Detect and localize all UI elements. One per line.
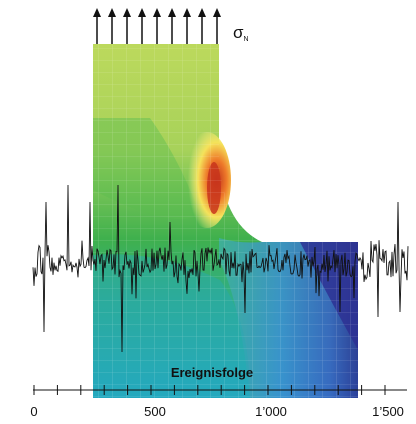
up-arrow-icon xyxy=(138,8,146,44)
up-arrow-icon xyxy=(123,8,131,44)
up-arrow-icon xyxy=(153,8,161,44)
event-trace xyxy=(32,184,409,353)
x-axis: 0 500 1’000 1’500 xyxy=(30,385,407,419)
up-arrow-icon xyxy=(108,8,116,44)
tick-label-1000: 1’000 xyxy=(255,404,287,419)
tick-label-500: 500 xyxy=(144,404,166,419)
mesh-grid xyxy=(93,44,358,398)
stress-label: σN xyxy=(233,23,249,43)
axis-minor-ticks xyxy=(33,385,386,395)
up-arrow-icon xyxy=(183,8,191,44)
tick-label-1500: 1’500 xyxy=(372,404,404,419)
up-arrow-icon xyxy=(93,8,101,44)
fe-model xyxy=(93,44,358,398)
stress-subscript: N xyxy=(244,36,249,43)
load-arrows xyxy=(93,8,221,44)
sequence-label: Ereignisfolge xyxy=(171,365,253,380)
up-arrow-icon xyxy=(168,8,176,44)
tick-label-0: 0 xyxy=(30,404,37,419)
up-arrow-icon xyxy=(213,8,221,44)
up-arrow-icon xyxy=(198,8,206,44)
stress-symbol: σ xyxy=(233,23,244,42)
